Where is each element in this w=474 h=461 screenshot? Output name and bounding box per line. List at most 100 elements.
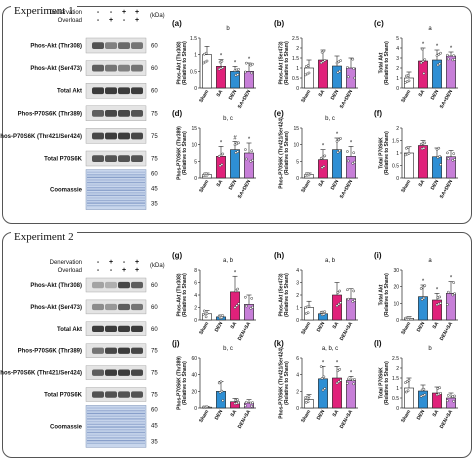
data-point <box>202 309 206 313</box>
y-tick-label: 2.5 <box>392 356 399 362</box>
x-tick-label: DEN <box>228 179 239 191</box>
y-axis-label-line: (Relative to Sham) <box>182 41 188 85</box>
western-blot <box>85 105 147 122</box>
blot-band <box>92 281 104 289</box>
significance-label: a, b, c <box>322 346 338 352</box>
data-point <box>205 173 209 177</box>
gel-band <box>87 181 145 184</box>
x-tick-label: Sham <box>300 179 312 194</box>
y-tick-label: 2 <box>194 306 197 312</box>
gel-band <box>87 179 145 181</box>
blot-label: Phos-Akt (Ser473) <box>30 305 82 311</box>
data-point <box>236 287 240 291</box>
significance-label: a <box>428 258 432 264</box>
x-tick-label: DEN <box>330 89 341 101</box>
blot-band <box>118 325 130 333</box>
data-point <box>321 155 325 159</box>
significance-mark: * <box>336 360 339 366</box>
x-tick-label: Sham <box>198 89 210 104</box>
data-point <box>439 301 442 305</box>
data-point <box>320 166 324 170</box>
x-tick-label: DEN <box>316 321 327 333</box>
panel-label: (l) <box>374 339 382 348</box>
y-tick-label: 0.5 <box>392 164 399 170</box>
y-axis-label-line: Total P70S6K <box>379 137 385 169</box>
data-point <box>337 138 341 142</box>
significance-mark: # <box>233 135 237 141</box>
data-point <box>249 160 253 163</box>
significance-label: a <box>428 26 432 32</box>
x-tick-label: SA <box>432 409 441 418</box>
y-tick-label: 0 <box>296 318 299 324</box>
gel-band <box>87 431 145 434</box>
gel-band <box>87 420 145 423</box>
y-tick-label: 1 <box>296 66 299 72</box>
y-tick-label: 1.5 <box>292 56 299 62</box>
blot-band <box>92 391 104 398</box>
mw-marker: 60 <box>151 407 158 413</box>
blot-band <box>105 155 117 162</box>
bar <box>304 67 314 89</box>
bar-chart-h: (h) a, b 0 1 2 3 4 Phos-Akt (Ser473)(Relative t… <box>274 251 358 342</box>
data-point <box>439 163 442 166</box>
blot-label: Total Akt <box>57 327 82 333</box>
y-tick-label: 1.5 <box>190 36 197 42</box>
significance-mark: * <box>220 140 223 146</box>
data-point <box>306 311 310 315</box>
mw-marker: 60 <box>151 66 158 72</box>
y-tick-label: 0 <box>396 86 399 92</box>
blot-label: Phos-P70S6K (Thr389) <box>18 349 82 355</box>
data-point <box>244 295 247 299</box>
significance-mark: * <box>422 279 425 285</box>
blot-label: Total P70S6K <box>44 393 83 399</box>
data-point <box>353 378 356 381</box>
data-point <box>404 381 407 384</box>
data-point <box>346 288 349 292</box>
western-blot <box>85 387 147 402</box>
y-tick-label: 5 <box>396 36 399 42</box>
bar <box>346 156 356 179</box>
data-point <box>338 69 342 73</box>
y-tick-label: 15 <box>293 126 299 132</box>
data-point <box>306 64 310 67</box>
blot-label: Phos-Akt (Thr308) <box>30 44 82 50</box>
x-tick-label: SA+DEN <box>339 89 355 110</box>
significance-mark: * <box>234 60 237 66</box>
treatment-sign: - <box>110 267 113 274</box>
y-tick-label: 0.5 <box>392 396 399 402</box>
bar-chart-k: (k) a, b, c 0 2 4 6 Phos-P70S6K (Thr421/Ser424… <box>274 339 358 430</box>
data-point <box>321 388 325 392</box>
data-point <box>407 152 411 155</box>
data-point <box>407 79 411 83</box>
bar <box>418 390 428 409</box>
blot-band <box>131 155 143 162</box>
data-point <box>221 66 225 69</box>
data-point <box>219 380 223 384</box>
mw-marker: 35 <box>151 202 158 208</box>
data-point <box>353 76 356 80</box>
data-point <box>405 380 409 383</box>
data-point <box>204 51 208 55</box>
data-point <box>446 151 449 155</box>
bar <box>332 294 342 321</box>
data-point <box>346 150 349 153</box>
data-point <box>321 60 325 63</box>
x-tick-label: Sham <box>198 179 210 194</box>
data-point <box>336 369 340 373</box>
data-point <box>244 304 248 308</box>
data-point <box>251 158 254 162</box>
blot-band <box>131 369 143 376</box>
significance-mark: * <box>450 46 453 52</box>
western-blot <box>85 277 147 293</box>
mw-marker: 60 <box>151 327 158 333</box>
y-axis-label: Phos-Akt (Thr308)(Relative to Sham) <box>177 273 189 317</box>
treatment-sign: + <box>109 17 113 24</box>
experiment-1-panel: Experiment 1 <box>2 5 472 224</box>
data-point <box>446 157 450 161</box>
y-axis-label: Total P70S6K(Relative to Sham) <box>379 361 391 405</box>
data-point <box>435 54 439 57</box>
blot-label: Phos-P70S6K (Thr421/Ser424) <box>0 371 82 377</box>
panel-label: (a) <box>172 19 182 28</box>
x-tick-label: DEN <box>330 179 341 191</box>
